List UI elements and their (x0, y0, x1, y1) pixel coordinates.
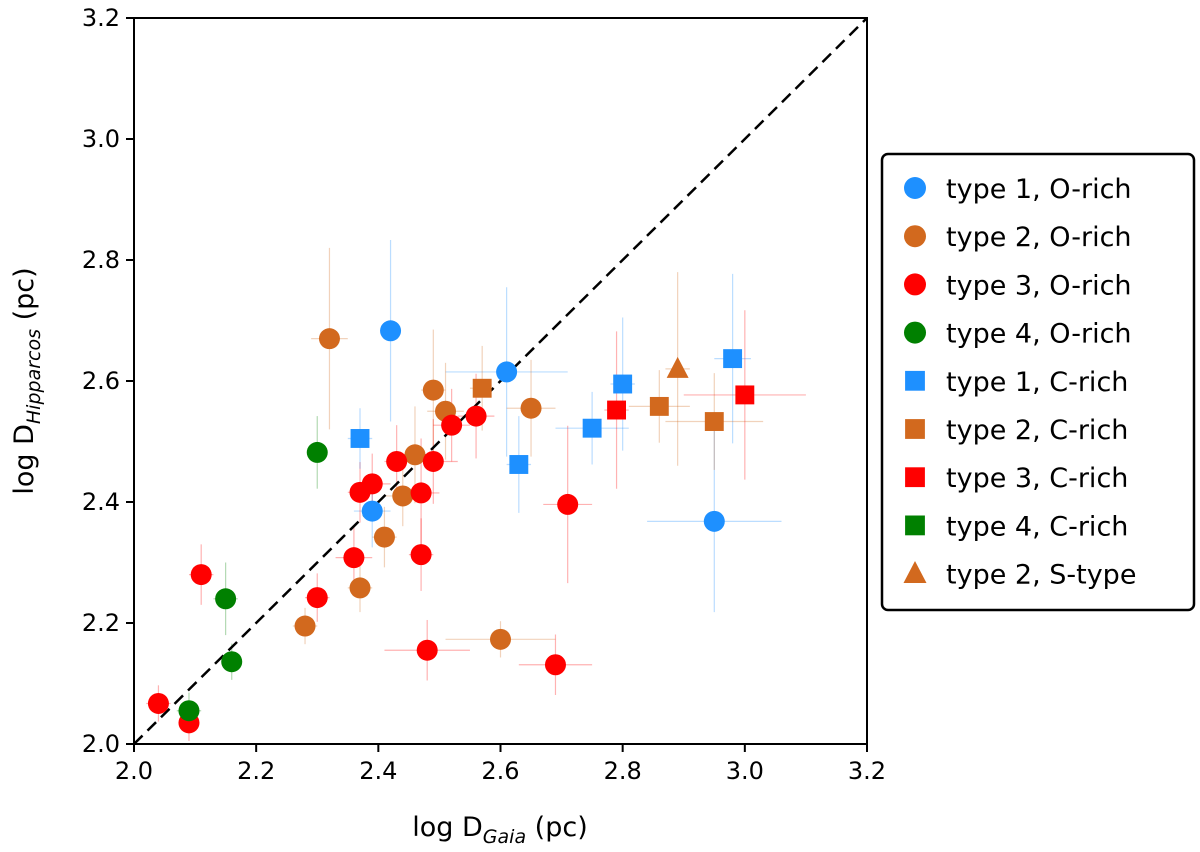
y-axis-label-subscript: Hipparcos (23, 329, 45, 424)
data-point (703, 510, 725, 532)
legend-box (880, 152, 1196, 612)
data-point (392, 485, 414, 507)
data-point (465, 405, 487, 427)
data-point (386, 450, 408, 472)
legend-marker (904, 273, 926, 296)
data-point (343, 547, 365, 569)
data-point (221, 651, 243, 673)
legend-label: type 2, C-rich (946, 415, 1128, 446)
one-to-one-dashed-line (133, 17, 868, 745)
legend-marker (905, 370, 925, 391)
data-point (704, 412, 724, 431)
data-point (147, 692, 169, 714)
y-axis-ticks: 2.0 2.2 2.4 2.6 2.8 3.0 3.2 (82, 4, 134, 758)
data-point (520, 397, 542, 419)
legend-label: type 3, O-rich (946, 270, 1132, 301)
y-tick-label: 3.0 (82, 125, 120, 153)
legend-label: type 1, O-rich (946, 174, 1132, 205)
data-point (649, 396, 669, 416)
data-point (215, 588, 237, 610)
data-point (361, 500, 383, 522)
data-point (178, 700, 200, 722)
x-axis-label-subscript: Gaia (483, 826, 526, 848)
legend-label: type 4, O-rich (946, 319, 1132, 350)
data-point (190, 564, 212, 586)
legend: type 1, O-rich type 2, O-rich type 3, O-ri… (880, 152, 1196, 612)
data-point (318, 328, 340, 350)
data-point (350, 429, 370, 448)
x-tick-label: 3.0 (726, 757, 764, 785)
data-point (373, 526, 395, 548)
data-point (490, 628, 511, 650)
data-point (509, 455, 529, 474)
y-tick-label: 3.2 (82, 4, 120, 32)
data-point (349, 481, 371, 503)
x-axis-label: log DGaia (pc) (412, 812, 587, 848)
x-axis-ticks: 2.0 2.2 2.4 2.6 2.8 3.0 3.2 (115, 744, 886, 785)
data-point (294, 615, 316, 637)
data-point (306, 441, 328, 463)
data-point (666, 356, 689, 378)
data-point (416, 639, 438, 661)
y-tick-label: 2.2 (82, 609, 120, 637)
data-point (422, 450, 444, 472)
legend-label: type 3, C-rich (946, 463, 1128, 494)
x-tick-label: 2.4 (359, 757, 397, 785)
data-point (607, 400, 627, 420)
x-tick-label: 2.6 (481, 757, 519, 785)
legend-marker (904, 177, 926, 199)
legend-marker (905, 515, 925, 536)
legend-marker (905, 419, 925, 439)
data-point (349, 577, 371, 599)
legend-label: type 4, C-rich (946, 511, 1128, 542)
data-point (496, 361, 518, 383)
legend-label: type 2, S-type (946, 560, 1136, 591)
data-point (582, 418, 602, 438)
x-tick-label: 2.0 (115, 757, 153, 785)
legend-marker (904, 321, 926, 344)
data-point (306, 587, 328, 609)
data-point (544, 654, 566, 676)
legend-marker (903, 561, 927, 584)
data-point (557, 493, 579, 515)
y-tick-label: 2.6 (82, 367, 120, 395)
y-tick-label: 2.0 (82, 730, 120, 758)
data-point (472, 378, 492, 398)
y-axis-label: log DHipparcos (pc) (9, 267, 45, 494)
data-point (422, 379, 444, 401)
y-tick-label: 2.4 (82, 488, 120, 516)
legend-marker (905, 467, 925, 488)
data-point (380, 320, 402, 342)
data-point (723, 349, 743, 369)
x-tick-label: 2.2 (237, 757, 275, 785)
data-point (410, 544, 432, 566)
data-point (613, 374, 633, 394)
data-point (735, 385, 755, 405)
x-tick-label: 2.8 (604, 757, 642, 785)
data-point (404, 444, 426, 466)
legend-marker (904, 225, 926, 248)
legend-label: type 2, O-rich (946, 222, 1132, 253)
data-point (410, 482, 432, 504)
legend-label: type 1, C-rich (946, 367, 1128, 398)
x-tick-label: 3.2 (848, 757, 886, 785)
data-point (441, 414, 463, 436)
y-tick-label: 2.8 (82, 246, 120, 274)
data-markers (147, 320, 755, 734)
